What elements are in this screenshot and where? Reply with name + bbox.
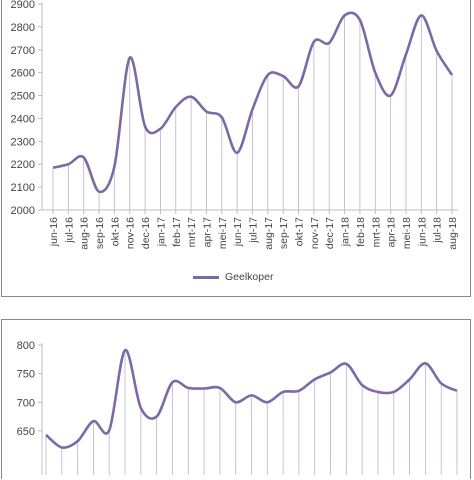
y-tick-label: 2600 <box>11 68 35 80</box>
x-tick-label: jan-17 <box>155 217 167 247</box>
chart-panel-top: 2000 2100 2200 2300 2400 2500 2600 2700 2800 2900… <box>1 0 471 297</box>
y-tick-label: 800 <box>17 340 35 352</box>
x-tick-label: feb-17 <box>171 217 183 247</box>
y-tick-label: 2000 <box>11 205 35 217</box>
x-tick-label: sep-17 <box>278 217 290 249</box>
series-line <box>52 11 454 194</box>
y-tick-label: 2800 <box>11 22 35 34</box>
x-tick-label: jun-17 <box>232 217 244 247</box>
y-tick-label: 700 <box>17 397 35 409</box>
x-tick-label: jul-18 <box>432 217 444 244</box>
x-tick-label: jul-16 <box>63 217 75 244</box>
x-tick-label: nov-16 <box>125 217 137 249</box>
legend-label: Geelkoper <box>225 271 274 283</box>
x-tick-label: nov-17 <box>309 217 321 249</box>
y-tick-label: 650 <box>17 426 35 438</box>
chart-bottom: 650 700 750 800 <box>17 340 458 479</box>
x-tick-label: okt-16 <box>109 217 121 246</box>
x-tick-label: sep-16 <box>94 217 106 249</box>
x-tick-label: mrt-18 <box>370 217 382 247</box>
legend: Geelkoper <box>193 271 273 283</box>
y-tick-label: 2300 <box>11 136 35 148</box>
y-tick-label: 2100 <box>11 182 35 194</box>
x-tick-label: dec-16 <box>140 217 152 249</box>
y-tick-label: 2400 <box>11 113 35 125</box>
x-tick-label: apr-18 <box>386 217 398 248</box>
x-tick-label: aug-18 <box>447 217 459 250</box>
chart-frame-top <box>1 0 471 297</box>
y-tick-label: 2700 <box>11 45 35 57</box>
x-tick-label: feb-18 <box>355 217 367 247</box>
x-tick-label: mei-17 <box>217 217 229 249</box>
x-tick-label: okt-17 <box>294 217 306 246</box>
y-tick-label: 2900 <box>11 0 35 11</box>
chart-top: 2000 2100 2200 2300 2400 2500 2600 2700 2800 2900… <box>11 0 459 250</box>
chart-panel-bottom: 650 700 750 800 <box>0 319 474 479</box>
y-tick-label: 2500 <box>11 91 35 103</box>
x-tick-label: jan-18 <box>340 217 352 247</box>
x-tick-label: aug-17 <box>263 217 275 250</box>
x-tick-label: jul-17 <box>248 217 260 244</box>
x-tick-label: dec-17 <box>324 217 336 249</box>
x-tick-label: mrt-17 <box>186 217 198 247</box>
x-tick-label: mei-18 <box>401 217 413 249</box>
series-line <box>45 348 458 449</box>
x-tick-label: apr-17 <box>201 217 213 248</box>
y-tick-label: 2200 <box>11 159 35 171</box>
legend-swatch <box>193 275 219 279</box>
x-tick-label: aug-16 <box>79 217 91 250</box>
y-tick-label: 750 <box>17 369 35 381</box>
chart-frame-bottom <box>1 319 471 479</box>
x-tick-label: jun-18 <box>416 217 428 247</box>
x-tick-label: jun-16 <box>48 217 60 247</box>
